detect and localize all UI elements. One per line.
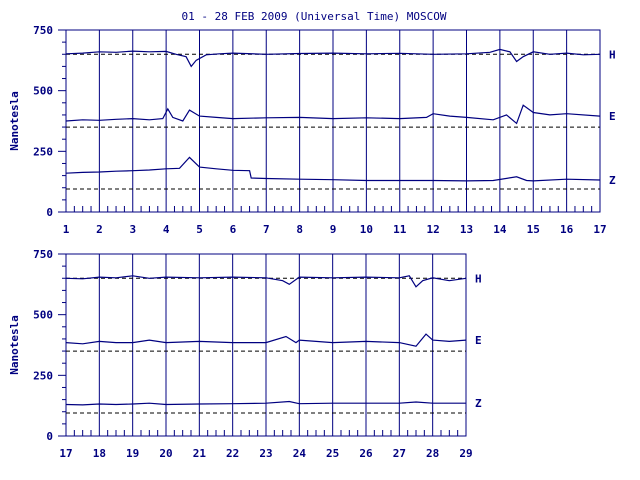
x-tick-label: 12 (427, 223, 440, 236)
x-tick-label: 6 (230, 223, 237, 236)
series-label-z: Z (475, 397, 482, 410)
x-tick-label: 14 (493, 223, 507, 236)
x-tick-label: 26 (359, 447, 373, 460)
y-tick-label: 500 (33, 85, 53, 98)
x-tick-label: 23 (259, 447, 272, 460)
series-label-h: H (475, 272, 482, 285)
series-label-e: E (609, 110, 616, 123)
x-tick-label: 1 (63, 223, 70, 236)
x-tick-label: 28 (426, 447, 439, 460)
x-tick-label: 21 (193, 447, 207, 460)
x-tick-label: 9 (330, 223, 337, 236)
x-tick-label: 2 (96, 223, 103, 236)
panel-top: 1 2 3 4 5 6 7 8 9 10 11 12 13 14 15 16 170250500750Nanot… (8, 24, 616, 236)
x-tick-label: 17 (593, 223, 606, 236)
y-axis-label: Nanotesla (8, 91, 21, 151)
panel-bottom: 17 18 19 20 21 22 23 24 25 26 27 28 29 0 250 500 750 Nano… (8, 248, 482, 460)
x-tick-label: 17 (59, 447, 72, 460)
x-tick-label: 29 (459, 447, 472, 460)
series-label-h: H (609, 48, 616, 61)
y-tick-label: 250 (33, 369, 53, 382)
x-tick-label: 15 (527, 223, 540, 236)
y-axis-label: Nanotesla (8, 315, 21, 375)
trace-z (65, 156, 601, 182)
trace-e (65, 333, 467, 347)
x-tick-label: 8 (296, 223, 303, 236)
y-tick-label: 0 (46, 430, 53, 443)
x-tick-label: 4 (163, 223, 170, 236)
trace-h (65, 48, 601, 68)
series-label-e: E (475, 334, 482, 347)
x-tick-label: 7 (263, 223, 270, 236)
trace-h (65, 275, 467, 288)
y-tick-label: 500 (33, 309, 53, 322)
chart-title: 01 - 28 FEB 2009 (Universal Time) MOSCOW (182, 10, 447, 23)
x-tick-label: 16 (560, 223, 574, 236)
x-tick-label: 25 (326, 447, 339, 460)
y-tick-label: 750 (33, 248, 53, 261)
x-tick-label: 27 (393, 447, 406, 460)
x-tick-label: 10 (360, 223, 373, 236)
x-tick-label: 19 (126, 447, 139, 460)
x-tick-label: 5 (196, 223, 203, 236)
y-tick-label: 0 (46, 206, 53, 219)
series-label-z: Z (609, 174, 616, 187)
x-tick-label: 22 (226, 447, 239, 460)
trace-z (65, 400, 466, 406)
x-tick-label: 18 (93, 447, 106, 460)
y-tick-label: 750 (33, 24, 53, 37)
trace-e (65, 104, 601, 125)
x-tick-label: 20 (159, 447, 172, 460)
y-tick-label: 250 (33, 145, 53, 158)
x-tick-label: 11 (393, 223, 407, 236)
x-tick-label: 13 (460, 223, 473, 236)
x-tick-label: 24 (293, 447, 307, 460)
x-tick-label: 3 (129, 223, 136, 236)
